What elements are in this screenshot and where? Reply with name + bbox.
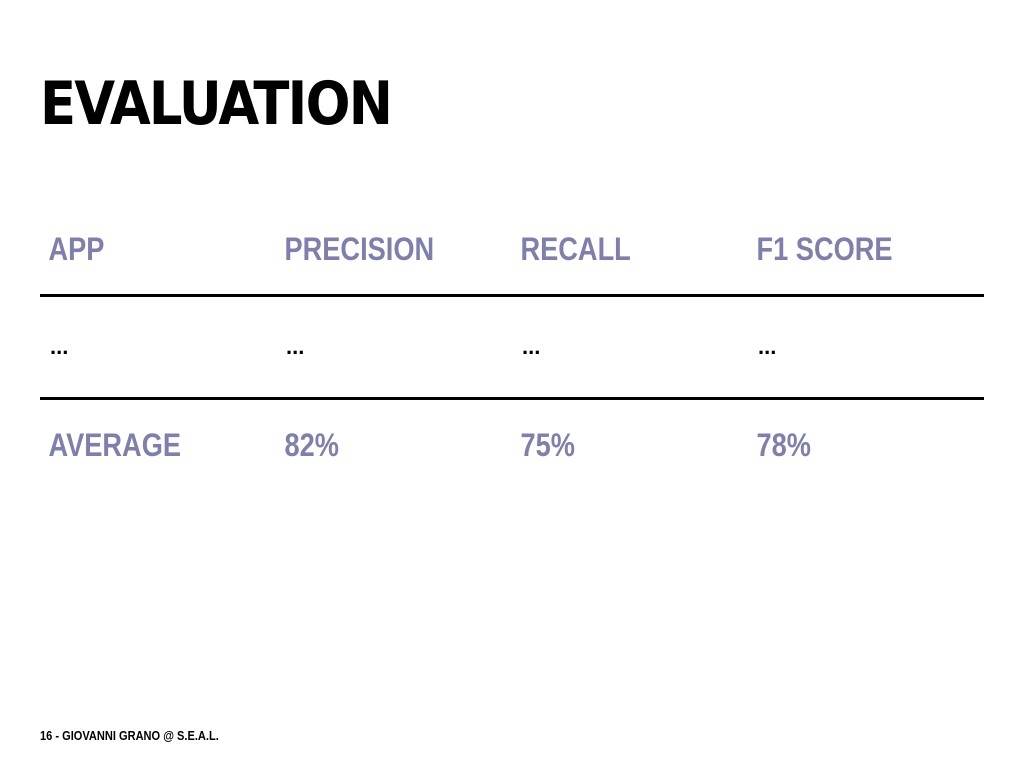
average-recall: 75%: [520, 426, 575, 463]
table-cell: ...: [286, 334, 305, 359]
average-divider: [40, 397, 984, 400]
slide-title: EVALUATION: [40, 69, 393, 139]
table-cell: ...: [50, 334, 69, 359]
table-cell: ...: [758, 334, 777, 359]
table-cell: ...: [522, 334, 541, 359]
average-f1-score: 78%: [756, 426, 811, 463]
header-app: APP: [48, 230, 105, 267]
average-precision: 82%: [284, 426, 339, 463]
table-row: ... ... ... ...: [40, 297, 984, 397]
header-recall: RECALL: [520, 230, 631, 267]
header-precision: PRECISION: [284, 230, 435, 267]
header-f1-score: F1 SCORE: [756, 230, 893, 267]
evaluation-table: APP PRECISION RECALL F1 SCORE ... ... ..…: [40, 220, 984, 490]
table-header-row: APP PRECISION RECALL F1 SCORE: [40, 220, 984, 278]
header-divider: [40, 294, 984, 297]
slide-footer: 16 - GIOVANNI GRANO @ S.E.A.L.: [40, 728, 219, 743]
average-row: AVERAGE 82% 75% 78%: [40, 400, 984, 490]
average-label: AVERAGE: [48, 426, 181, 463]
